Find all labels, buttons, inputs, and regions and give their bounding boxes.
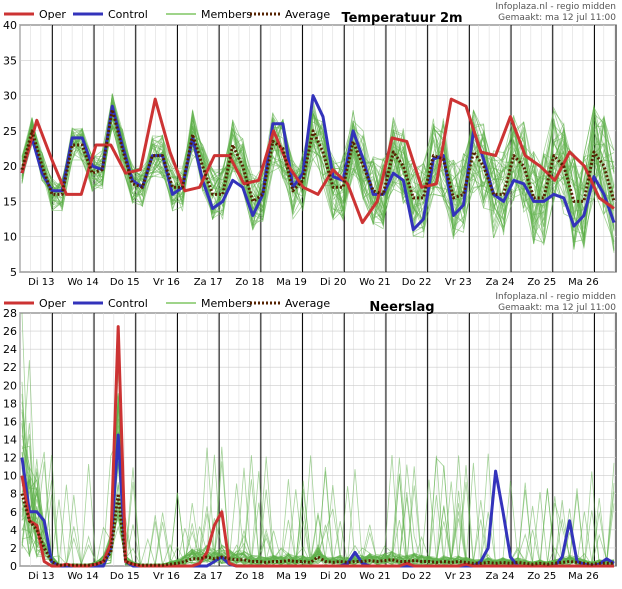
source-label: Infoplaza.nl - regio midden [495, 292, 616, 302]
temperature-panel: 5 10 15 20 25 30 35 40 Di 13 Wo 14 Do 15 Vr 16 Za 17… [3, 2, 617, 288]
x-tick-label: Di 13 [28, 277, 54, 288]
y-tick-label: 20 [3, 160, 17, 173]
oper-legend-label: Oper [39, 8, 66, 21]
y-tick-label: 22 [3, 361, 17, 374]
members-legend-label: Members [201, 8, 252, 21]
x-tick-label: Za 17 [194, 277, 223, 288]
legend: Oper Control Members Average [4, 297, 330, 310]
y-tick-label: 18 [3, 397, 17, 410]
timestamp-label: Gemaakt: ma 12 jul 11:00 [498, 303, 616, 313]
y-tick-label: 26 [3, 325, 17, 338]
x-tick-label: Di 13 [28, 571, 54, 582]
x-tick-label: Do 15 [110, 277, 140, 288]
timestamp-label: Gemaakt: ma 12 jul 11:00 [498, 13, 616, 23]
x-tick-label: Vr 23 [445, 571, 472, 582]
y-tick-label: 20 [3, 379, 17, 392]
members-legend-label: Members [201, 297, 252, 310]
average-series-line [20, 492, 614, 567]
oper-series-line [20, 325, 614, 568]
x-tick-label: Di 20 [320, 277, 346, 288]
x-tick-label: Vr 16 [153, 277, 180, 288]
y-tick-label: 6 [10, 506, 17, 519]
y-tick-label: 10 [3, 231, 17, 244]
chart-title: Temperatuur 2m [341, 11, 462, 26]
chart-title: Neerslag [369, 300, 434, 315]
x-tick-label: Zo 25 [527, 277, 556, 288]
x-tick-label: Vr 23 [445, 277, 472, 288]
x-tick-label: Za 24 [486, 571, 515, 582]
y-tick-label: 14 [3, 434, 17, 447]
x-tick-label: Ma 26 [568, 277, 599, 288]
control-legend-label: Control [108, 8, 148, 21]
x-tick-label: Za 17 [194, 571, 223, 582]
x-tick-label: Do 15 [110, 571, 140, 582]
legend: Oper Control Members Average [4, 8, 330, 21]
average-series-line [20, 108, 616, 203]
x-tick-label: Ma 19 [276, 571, 307, 582]
y-tick-label: 24 [3, 343, 17, 356]
x-tick-label: Wo 14 [67, 277, 98, 288]
x-tick-label: Di 20 [320, 571, 346, 582]
member-line [21, 110, 615, 245]
x-tick-label: Do 22 [402, 277, 432, 288]
x-tick-label: Wo 14 [67, 571, 98, 582]
y-tick-label: 15 [3, 195, 17, 208]
x-tick-label: Wo 21 [359, 277, 390, 288]
y-tick-label: 5 [10, 266, 17, 279]
x-tick-label: Wo 21 [359, 571, 390, 582]
x-tick-label: Vr 16 [153, 571, 180, 582]
oper-legend-label: Oper [39, 297, 66, 310]
y-tick-label: 8 [10, 488, 17, 501]
y-tick-label: 35 [3, 54, 17, 67]
x-tick-label: Ma 26 [568, 571, 599, 582]
control-legend-label: Control [108, 297, 148, 310]
average-legend-label: Average [285, 297, 330, 310]
y-tick-label: 40 [3, 19, 17, 32]
y-tick-label: 12 [3, 452, 17, 465]
x-tick-label: Do 22 [402, 571, 432, 582]
y-tick-label: 2 [10, 542, 17, 555]
y-tick-label: 10 [3, 470, 17, 483]
oper-series-line [20, 97, 615, 225]
member-line [21, 109, 615, 231]
x-tick-label: Ma 19 [276, 277, 307, 288]
x-tick-label: Za 24 [486, 277, 515, 288]
y-tick-label: 28 [3, 307, 17, 320]
x-tick-label: Zo 18 [235, 277, 264, 288]
source-label: Infoplaza.nl - regio midden [495, 2, 616, 12]
average-legend-label: Average [285, 8, 330, 21]
y-tick-label: 30 [3, 90, 17, 103]
x-tick-label: Zo 25 [527, 571, 556, 582]
y-tick-label: 25 [3, 125, 17, 138]
y-tick-label: 0 [10, 560, 17, 573]
y-tick-label: 4 [10, 524, 17, 537]
y-tick-label: 16 [3, 415, 17, 428]
x-tick-label: Zo 18 [235, 571, 264, 582]
